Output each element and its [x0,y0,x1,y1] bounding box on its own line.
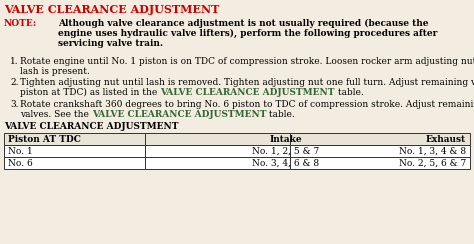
Bar [4,145,145,157]
Text: valves. See the: valves. See the [20,110,92,119]
Text: piston at TDC) as listed in the: piston at TDC) as listed in the [20,88,160,97]
Bar [145,133,290,145]
Text: Tighten adjusting nut until lash is removed. Tighten adjusting nut one full turn: Tighten adjusting nut until lash is remo… [20,78,474,87]
Bar [290,133,470,145]
Text: VALVE CLEARANCE ADJUSTMENT: VALVE CLEARANCE ADJUSTMENT [4,122,179,131]
Text: 2.: 2. [10,78,18,87]
Bar [290,145,470,157]
Text: Although valve clearance adjustment is not usually required (because the: Although valve clearance adjustment is n… [58,19,428,28]
Text: No. 3, 4, 6 & 8: No. 3, 4, 6 & 8 [253,159,319,167]
Text: 3.: 3. [10,100,18,109]
Text: No. 1, 3, 4 & 8: No. 1, 3, 4 & 8 [399,146,466,155]
Text: lash is present.: lash is present. [20,67,90,76]
Text: table.: table. [335,88,364,97]
Text: Rotate engine until No. 1 piston is on TDC of compression stroke. Loosen rocker : Rotate engine until No. 1 piston is on T… [20,57,474,66]
Text: Rotate crankshaft 360 degrees to bring No. 6 piston to TDC of compression stroke: Rotate crankshaft 360 degrees to bring N… [20,100,474,109]
Text: NOTE:: NOTE: [4,19,37,28]
Text: table.: table. [266,110,295,119]
Text: servicing valve train.: servicing valve train. [58,39,163,48]
Text: engine uses hydraulic valve lifters), perform the following procedures after: engine uses hydraulic valve lifters), pe… [58,29,438,38]
Text: No. 6: No. 6 [8,159,33,167]
Text: Piston AT TDC: Piston AT TDC [8,134,81,143]
Text: Intake: Intake [270,134,302,143]
Text: Exhaust: Exhaust [426,134,466,143]
Text: No. 1: No. 1 [8,146,33,155]
Text: VALVE CLEARANCE ADJUSTMENT: VALVE CLEARANCE ADJUSTMENT [4,4,219,15]
Text: No. 2, 5, 6 & 7: No. 2, 5, 6 & 7 [399,159,466,167]
Text: VALVE CLEARANCE ADJUSTMENT: VALVE CLEARANCE ADJUSTMENT [160,88,335,97]
Bar [145,157,290,169]
Bar [4,157,145,169]
Bar [290,157,470,169]
Text: 1.: 1. [10,57,18,66]
Text: VALVE CLEARANCE ADJUSTMENT: VALVE CLEARANCE ADJUSTMENT [92,110,266,119]
Bar [145,145,290,157]
Text: No. 1, 2, 5 & 7: No. 1, 2, 5 & 7 [252,146,319,155]
Bar [4,133,145,145]
